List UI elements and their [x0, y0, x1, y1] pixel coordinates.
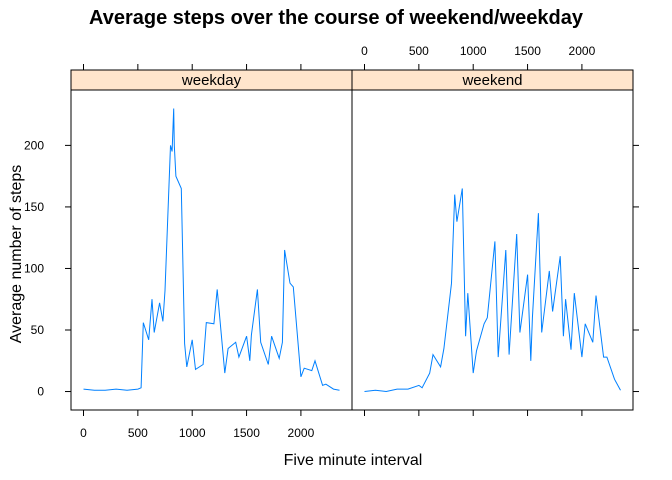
y-tick-label: 0 — [37, 385, 44, 399]
chart-title: Average steps over the course of weekend… — [89, 7, 584, 29]
x-axis-label: Five minute interval — [284, 452, 423, 469]
x-tick-label: 2000 — [288, 426, 315, 440]
x-tick-label: 500 — [128, 426, 148, 440]
y-tick-label: 150 — [24, 200, 44, 214]
series-line-weekday — [83, 108, 340, 391]
y-tick-label: 50 — [31, 323, 45, 337]
x-tick-label: 1500 — [514, 44, 541, 58]
x-tick-label: 1500 — [233, 426, 260, 440]
y-tick-label: 200 — [24, 138, 44, 152]
x-tick-label: 0 — [361, 44, 368, 58]
panel-border-weekend — [351, 89, 634, 411]
y-axis-label: Average number of steps — [8, 165, 25, 343]
x-tick-label: 2000 — [569, 44, 596, 58]
y-tick-label: 100 — [24, 261, 44, 275]
x-tick-label: 0 — [80, 426, 87, 440]
x-tick-label: 1000 — [179, 426, 206, 440]
x-tick-label: 500 — [409, 44, 429, 58]
strip-label-weekend: weekend — [461, 72, 522, 89]
series-line-weekend — [364, 188, 621, 393]
x-tick-label: 1000 — [460, 44, 487, 58]
panel-border-weekday — [70, 89, 353, 411]
strip-label-weekday: weekday — [181, 72, 242, 89]
